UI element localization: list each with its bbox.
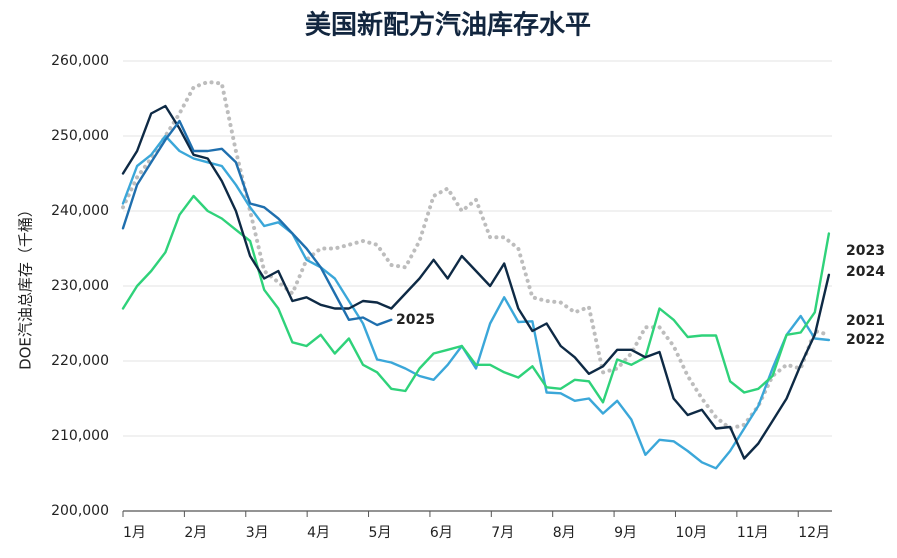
x-tick-label: 12月 — [798, 525, 830, 541]
y-tick-label: 240,000 — [51, 203, 109, 219]
y-tick-label: 260,000 — [51, 53, 109, 69]
y-tick-label: 210,000 — [51, 428, 109, 444]
x-tick-label: 10月 — [675, 525, 707, 541]
x-tick-label: 4月 — [307, 525, 330, 541]
x-tick-label: 6月 — [430, 525, 453, 541]
y-tick-label: 230,000 — [51, 278, 109, 294]
legend-label: 2025 — [396, 312, 435, 328]
x-tick-label: 7月 — [491, 525, 514, 541]
y-tick-label: 250,000 — [51, 128, 109, 144]
series-line — [121, 194, 831, 404]
chart-title: 美国新配方汽油库存水平 — [305, 10, 591, 41]
legend-label: 2024 — [846, 264, 885, 280]
legend-label: 2023 — [846, 243, 885, 259]
y-tick-label: 220,000 — [51, 353, 109, 369]
legend-label: 2022 — [846, 332, 885, 348]
y-tick-label: 200,000 — [51, 503, 109, 519]
x-tick-label: 11月 — [737, 525, 769, 541]
x-tick-label: 2月 — [184, 525, 207, 541]
x-tick-label: 5月 — [369, 525, 392, 541]
series-line — [121, 104, 831, 460]
legend-label: 2021 — [846, 313, 885, 329]
x-tick-label: 8月 — [553, 525, 576, 541]
series-line — [121, 119, 393, 327]
series-line — [121, 134, 831, 470]
x-tick-label: 9月 — [614, 525, 637, 541]
series-line — [121, 80, 831, 431]
x-tick-label: 3月 — [246, 525, 269, 541]
y-axis-label: DOE汽油总库存（千桶） — [17, 202, 35, 370]
x-tick-label: 1月 — [123, 525, 146, 541]
